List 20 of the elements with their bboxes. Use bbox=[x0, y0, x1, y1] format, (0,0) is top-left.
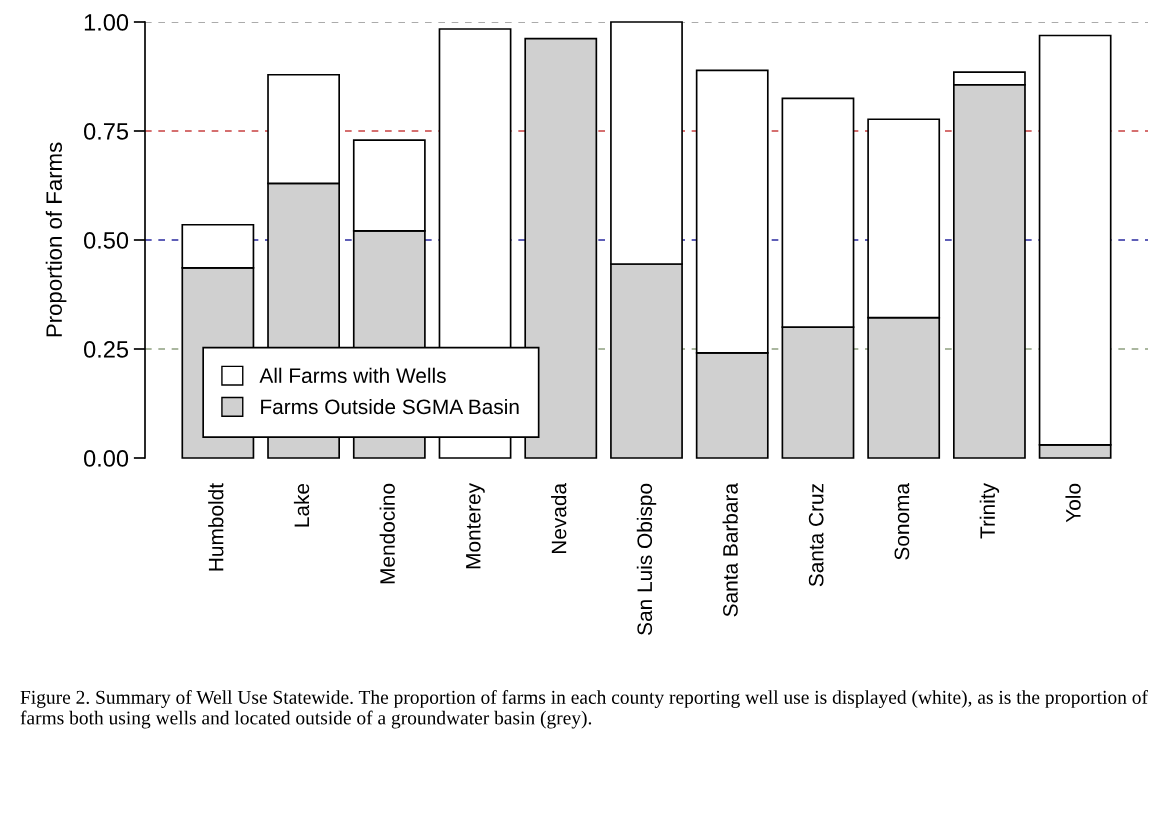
y-tick-label: 1.00 bbox=[84, 14, 129, 31]
x-tick-label: Lake bbox=[293, 483, 310, 527]
x-tick-label: Trinity bbox=[979, 483, 1000, 539]
caption: Figure 2. Summary of Well Use Statewide. The proportion of farms in each county reporting well use is displayed (white), as is the proportion of farms both using wells and located outside of a groundwater basin (grey). bbox=[20, 690, 1148, 729]
x-tick-label: Yolo bbox=[1065, 483, 1081, 523]
x-tick-label: Sonoma bbox=[894, 483, 910, 560]
y-tick-label: 0.25 bbox=[84, 341, 129, 358]
y-tick-label: 0.50 bbox=[84, 232, 129, 249]
x-tick-label: Mendocino bbox=[379, 483, 395, 584]
legend-label: All Farms with Wells bbox=[259, 367, 446, 384]
y-axis-title: Proportion of Farms bbox=[45, 142, 67, 337]
x-tick-label: Santa Barbara bbox=[722, 482, 738, 617]
y-tick-label: 0.75 bbox=[84, 123, 129, 140]
x-tick-label: Monterey bbox=[466, 483, 485, 569]
x-tick-label: Humboldt bbox=[208, 483, 224, 571]
y-tick-label: 0.00 bbox=[84, 450, 129, 467]
x-tick-label: Santa Cruz bbox=[808, 484, 824, 587]
x-tick-label: San Luis Obispo bbox=[636, 483, 657, 635]
legend-label: Farms Outside SGMA Basin bbox=[261, 398, 519, 415]
x-tick-label: Nevada bbox=[551, 483, 567, 554]
